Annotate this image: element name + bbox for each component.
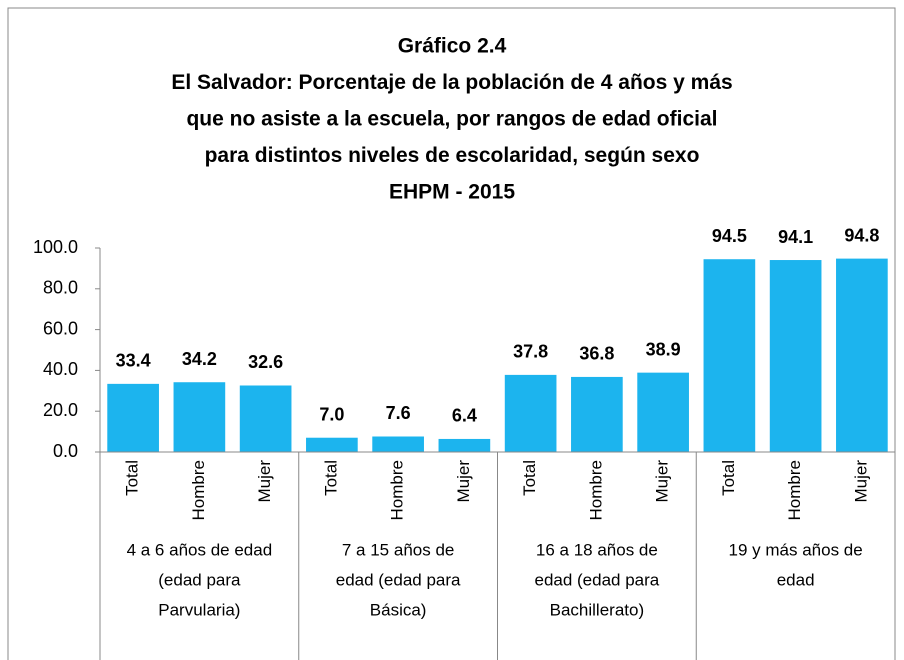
group-label: 16 a 18 años de [536, 540, 658, 559]
data-label: 6.4 [452, 406, 477, 426]
data-label: 38.9 [646, 339, 681, 359]
data-label: 36.8 [579, 344, 614, 364]
bar [637, 372, 689, 452]
group-label: 4 a 6 años de edad [127, 540, 273, 559]
group-label: Bachillerato) [550, 600, 645, 619]
chart-title: Gráfico 2.4 [398, 35, 507, 58]
bar [438, 438, 491, 452]
bar [703, 259, 756, 452]
data-label: 34.2 [182, 349, 217, 369]
x-tick-label: Total [520, 460, 539, 496]
y-tick-label: 60.0 [43, 318, 78, 338]
data-label: 94.1 [778, 227, 813, 247]
bar [504, 374, 557, 452]
group-label: Básica) [370, 600, 427, 619]
chart-title: EHPM - 2015 [389, 181, 515, 204]
chart-title: que no asiste a la escuela, por rangos d… [186, 108, 717, 131]
y-tick-label: 0.0 [53, 441, 78, 461]
bar [836, 258, 888, 452]
group-label: (edad para [158, 570, 241, 589]
bar [239, 385, 292, 452]
data-label: 7.0 [319, 404, 344, 424]
group-label: 19 y más años de [729, 540, 863, 559]
data-label: 33.4 [116, 351, 151, 371]
group-label: edad (edad para [534, 570, 659, 589]
y-tick-label: 80.0 [43, 278, 78, 298]
x-tick-label: Mujer [454, 460, 473, 503]
data-label: 37.8 [513, 342, 548, 362]
x-tick-label: Hombre [189, 460, 208, 520]
x-tick-label: Hombre [785, 460, 804, 520]
y-tick-label: 40.0 [43, 359, 78, 379]
x-tick-label: Hombre [586, 460, 605, 520]
bar [306, 437, 358, 452]
group-label: 7 a 15 años de [342, 540, 454, 559]
y-tick-label: 100.0 [33, 237, 78, 257]
x-tick-label: Hombre [388, 460, 407, 520]
chart-frame [7, 7, 896, 660]
bar [769, 260, 822, 452]
group-label: Parvularia) [158, 600, 240, 619]
bar [173, 382, 226, 452]
bar [372, 436, 424, 452]
data-label: 7.6 [386, 403, 411, 423]
data-label: 32.6 [248, 352, 283, 372]
x-tick-label: Total [321, 460, 340, 496]
bar [107, 383, 159, 452]
chart-title: para distintos niveles de escolaridad, s… [205, 144, 700, 167]
x-tick-label: Mujer [851, 460, 870, 503]
x-tick-label: Total [719, 460, 738, 496]
group-label: edad [777, 570, 815, 589]
bar [571, 376, 623, 452]
y-tick-label: 20.0 [43, 400, 78, 420]
data-label: 94.8 [844, 225, 879, 245]
data-label: 94.5 [712, 226, 747, 246]
group-label: edad (edad para [336, 570, 461, 589]
chart-title: El Salvador: Porcentaje de la población … [171, 71, 732, 94]
x-tick-label: Mujer [255, 460, 274, 503]
x-tick-label: Total [123, 460, 142, 496]
x-tick-label: Mujer [653, 460, 672, 503]
